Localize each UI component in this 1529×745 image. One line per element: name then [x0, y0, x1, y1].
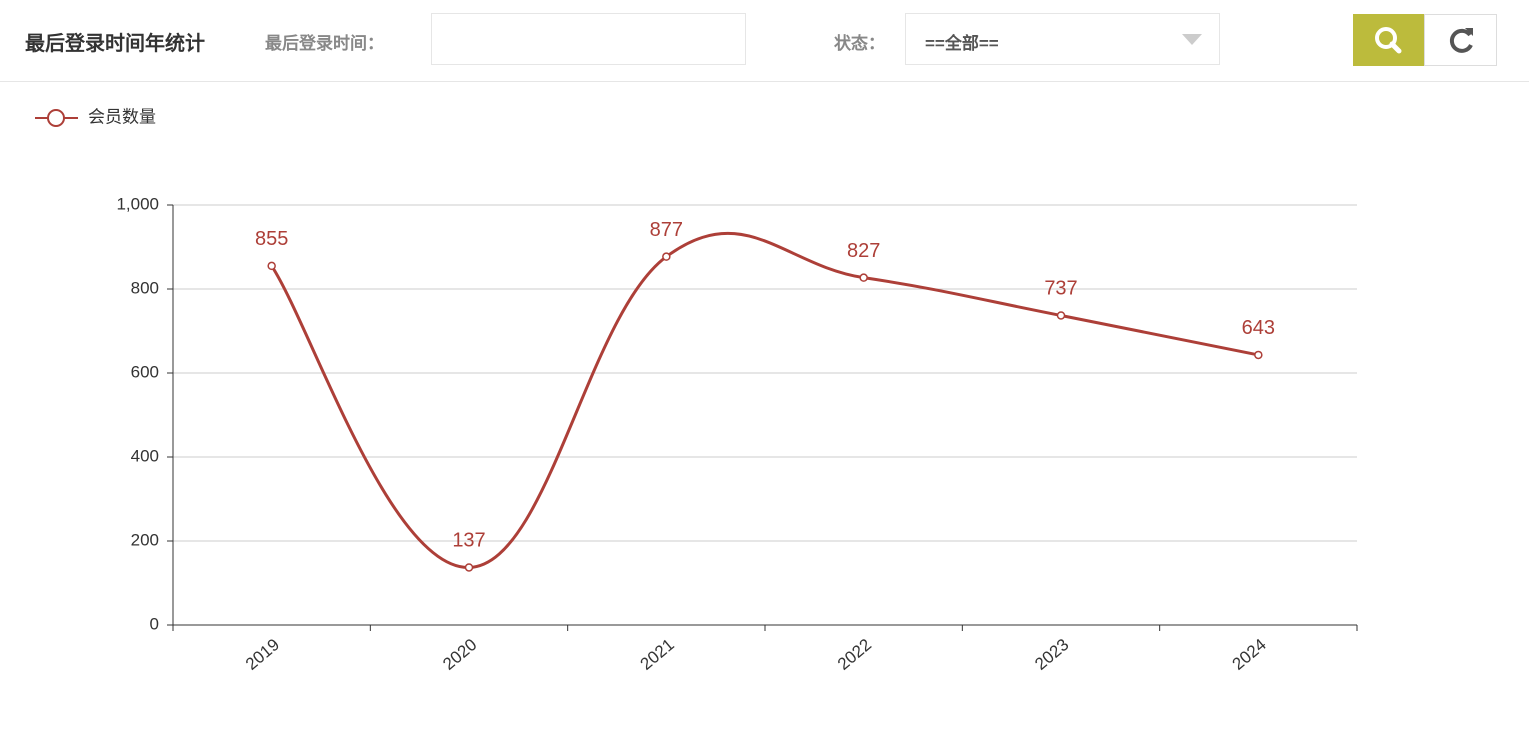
data-label: 855	[255, 228, 288, 250]
x-tick-label: 2021	[637, 635, 678, 674]
y-tick-label: 400	[131, 446, 159, 465]
data-label: 643	[1242, 317, 1275, 339]
x-tick-label: 2020	[439, 635, 480, 674]
status-select[interactable]: ==全部==	[905, 13, 1220, 65]
data-label: 877	[650, 219, 683, 241]
data-point	[464, 563, 474, 572]
x-tick-label: 2024	[1229, 635, 1270, 674]
x-tick-label: 2022	[834, 635, 875, 674]
caret	[1182, 34, 1202, 45]
header: 最后登录时间年统计 最后登录时间： 状态： ==全部==	[0, 0, 1529, 82]
data-point	[267, 261, 276, 271]
data-label: 137	[452, 530, 485, 552]
data-label: 827	[847, 240, 880, 262]
time-input[interactable]	[431, 13, 746, 65]
legend-label: 会员数量	[88, 107, 156, 126]
x-tick-label: 2019	[242, 635, 283, 674]
refresh-button[interactable]	[1424, 14, 1497, 66]
search-icon	[1375, 27, 1402, 54]
data-point	[1254, 350, 1263, 360]
series-line	[270, 231, 1259, 569]
y-tick-label: 1,000	[116, 194, 159, 213]
chart: 会员数量 0 200 400 600 800 1,000 2019 2020 2021 2022 2…	[35, 107, 1358, 674]
search-button[interactable]	[1353, 14, 1425, 66]
refresh-icon	[1449, 28, 1473, 53]
y-tick-label: 200	[131, 530, 159, 549]
data-point	[859, 273, 868, 282]
y-tick-label: 0	[150, 614, 159, 633]
status-value: ==全部==	[925, 34, 999, 53]
legend-symbol	[47, 109, 65, 127]
data-point	[1056, 311, 1066, 320]
data-point	[662, 252, 671, 261]
y-tick-label: 600	[131, 362, 159, 381]
status-label: 状态：	[834, 34, 885, 53]
y-tick-label: 800	[131, 278, 159, 297]
page-title: 最后登录时间年统计	[25, 33, 205, 55]
time-label: 最后登录时间：	[265, 34, 384, 53]
x-tick-label: 2023	[1031, 635, 1072, 674]
data-label: 737	[1044, 278, 1077, 300]
